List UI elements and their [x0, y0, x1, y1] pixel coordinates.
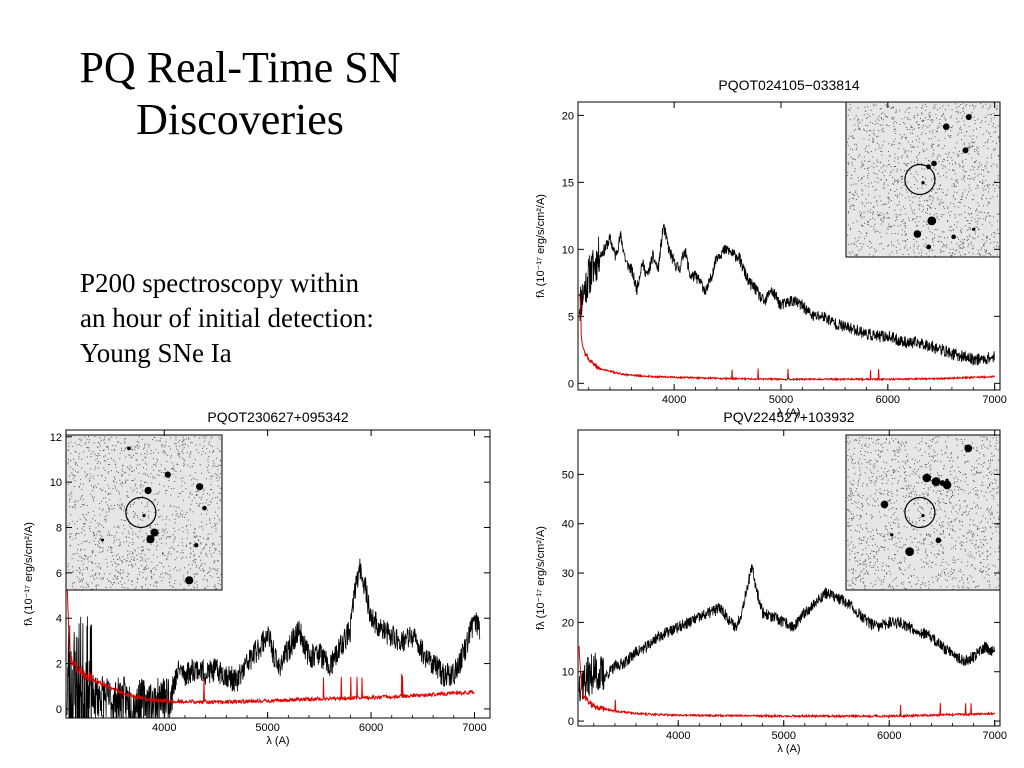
y-tick-label: 40	[562, 519, 574, 531]
y-tick-label: 10	[562, 244, 574, 256]
error-spectrum-line	[578, 293, 995, 382]
flux-spectrum-line	[66, 558, 481, 718]
x-axis-label: λ (A)	[777, 743, 800, 755]
x-axis-label: λ (A)	[266, 735, 289, 747]
y-tick-label: 20	[562, 617, 574, 629]
x-tick-label: 7000	[982, 730, 1006, 742]
y-tick-label: 0	[568, 716, 574, 728]
x-tick-label: 4000	[666, 730, 690, 742]
slide-title: PQ Real-Time SN Discoveries	[30, 42, 450, 146]
y-tick-label: 10	[50, 477, 62, 489]
y-axis-label: fλ (10⁻¹⁷ erg/s/cm²/A)	[535, 526, 547, 630]
body-line-3: Young SNe Ia	[80, 338, 232, 368]
spectrum-chart-bottom-right: PQV224527+103932 4000 5000 6000 7000 0 10 20 30 4…	[535, 409, 1007, 755]
y-tick-label: 15	[562, 177, 574, 189]
y-tick-label: 8	[56, 523, 62, 535]
y-tick-label: 4	[56, 613, 62, 625]
chart-title: PQV224527+103932	[723, 409, 854, 425]
chart-title: PQOT024105−033814	[718, 77, 859, 93]
x-tick-label: 7000	[462, 722, 486, 734]
y-axis-label: fλ (10⁻¹⁷ erg/s/cm²/A)	[23, 522, 35, 626]
x-tick-label: 6000	[876, 394, 900, 406]
spectrum-chart-top-right: PQOT024105−033814 4000 5000 6000 7000 0 5 10 15 2…	[535, 77, 1007, 419]
target-circle	[904, 496, 936, 529]
x-tick-label: 4000	[152, 722, 176, 734]
y-tick-label: 5	[568, 311, 574, 323]
x-tick-label: 6000	[877, 730, 901, 742]
y-tick-label: 30	[562, 568, 574, 580]
x-tick-label: 5000	[769, 394, 793, 406]
y-tick-label: 0	[56, 704, 62, 716]
body-line-2: an hour of initial detection:	[80, 303, 374, 333]
y-tick-label: 50	[562, 469, 574, 481]
flux-spectrum-line	[578, 564, 995, 702]
flux-spectrum-line	[578, 223, 995, 366]
finder-chart-inset	[845, 101, 1001, 258]
x-tick-label: 5000	[771, 730, 795, 742]
x-axis-label: λ (A)	[777, 407, 800, 419]
error-spectrum-line	[66, 582, 475, 705]
spectrum-chart-bottom-left: PQOT230627+095342 4000 5000 6000 7000 0 2 4 6 8 10…	[23, 409, 491, 747]
target-circle	[904, 163, 936, 196]
y-tick-label: 0	[568, 378, 574, 390]
finder-chart-inset	[845, 434, 1001, 591]
slide-title-line-2: Discoveries	[136, 95, 344, 144]
slide-title-line-1: PQ Real-Time SN	[79, 43, 401, 92]
x-tick-label: 7000	[982, 394, 1006, 406]
x-tick-label: 6000	[359, 722, 383, 734]
error-spectrum-line	[578, 646, 996, 719]
y-tick-label: 12	[50, 432, 62, 444]
chart-title: PQOT230627+095342	[207, 409, 348, 425]
finder-chart-inset	[65, 434, 223, 591]
y-axis-label: fλ (10⁻¹⁷ erg/s/cm²/A)	[535, 194, 547, 298]
y-tick-label: 10	[562, 667, 574, 679]
x-tick-label: 4000	[662, 394, 686, 406]
body-line-1: P200 spectroscopy within	[80, 268, 359, 298]
y-tick-label: 2	[56, 659, 62, 671]
y-tick-label: 20	[562, 110, 574, 122]
x-tick-label: 5000	[255, 722, 279, 734]
target-circle	[125, 496, 157, 529]
slide-body-text: P200 spectroscopy within an hour of init…	[80, 266, 480, 371]
y-tick-label: 6	[56, 568, 62, 580]
